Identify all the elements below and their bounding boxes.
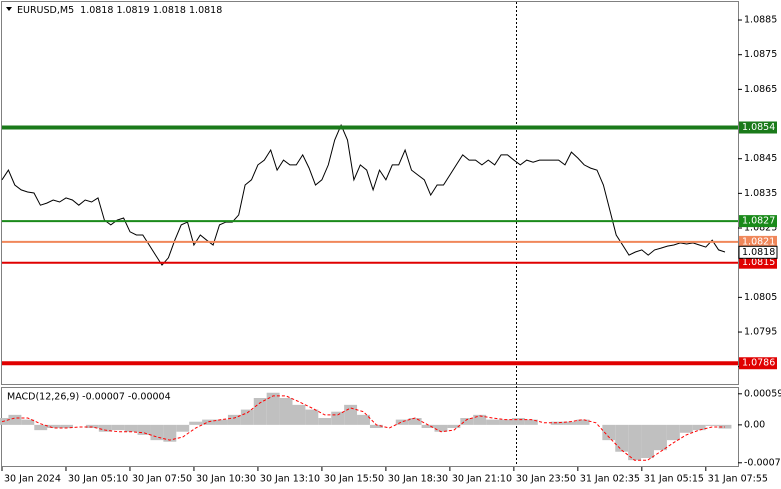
price-tag — [738, 245, 778, 259]
macd-bar — [408, 418, 422, 425]
level-label: 1.0821 — [742, 236, 775, 247]
x-tick-label: 30 Jan 21:10 — [452, 474, 512, 485]
y-tick-label: -0.00072 — [744, 457, 781, 468]
x-tick-label: 30 Jan 07:50 — [132, 474, 192, 485]
x-tick-label: 31 Jan 02:35 — [580, 474, 640, 485]
macd-bar — [279, 398, 293, 425]
macd-bar — [602, 424, 616, 441]
macd-bar — [705, 424, 719, 426]
y-tick-label: 1.0885 — [744, 15, 777, 26]
level-tag — [739, 215, 777, 228]
y-tick-label: 1.0865 — [744, 84, 777, 95]
price-panel — [1, 1, 739, 385]
signal-line — [1, 395, 725, 461]
y-tick-label: 1.0875 — [744, 49, 777, 60]
macd-bar — [215, 419, 228, 425]
macd-bar — [666, 424, 680, 441]
y-tick-label: 1.0835 — [744, 188, 777, 199]
macd-bar — [253, 398, 267, 425]
level-tag — [739, 256, 777, 269]
y-tick-label: 1.0845 — [744, 153, 777, 164]
y-tick-label: 1.0825 — [744, 223, 777, 234]
macd-bar — [292, 404, 306, 425]
macd-bar — [679, 424, 693, 433]
macd-bar — [227, 414, 241, 425]
macd-bar — [460, 418, 474, 425]
macd-bar — [357, 414, 370, 425]
macd-bar — [511, 418, 525, 425]
price-line — [1, 123, 726, 266]
macd-bar — [318, 418, 332, 425]
x-tick-label: 30 Jan 23:50 — [516, 474, 576, 485]
macd-bar — [395, 419, 409, 425]
macd-title: MACD(12,26,9) -0.00007 -0.00004 — [7, 392, 171, 403]
macd-bar — [524, 419, 538, 425]
macd-bar — [473, 414, 487, 425]
level-tag — [739, 235, 777, 248]
close: 1.0818 — [189, 5, 222, 16]
macd-bar — [653, 424, 667, 451]
macd-bar — [563, 421, 577, 425]
macd-bar — [150, 424, 164, 441]
price-tag-label: 1.0818 — [742, 247, 775, 258]
open: 1.0818 — [80, 5, 113, 16]
x-tick-label: 30 Jan 10:30 — [196, 474, 256, 485]
y-tick-label: 1.0795 — [744, 327, 777, 338]
y-tick-label: 0.00059 — [744, 388, 781, 399]
x-tick-label: 30 Jan 13:10 — [260, 474, 320, 485]
macd-bar — [447, 424, 461, 429]
level-tag — [739, 357, 777, 370]
level-label: 1.0854 — [742, 122, 775, 133]
marks: 1.08851.08751.08651.08451.08351.08251.08… — [0, 15, 781, 485]
macd-bar — [98, 424, 112, 432]
header-arrow — [6, 7, 12, 11]
macd-bar — [615, 424, 629, 452]
symbol: EURUSD,M5 — [17, 5, 74, 16]
macd-bar — [641, 424, 654, 459]
macd-bar — [331, 411, 345, 425]
y-tick-label: 1.0805 — [744, 292, 777, 303]
macd-bar — [266, 392, 280, 425]
macd-bar — [576, 419, 590, 425]
low: 1.0818 — [153, 5, 186, 16]
macd-bar — [344, 404, 358, 425]
macd-bar — [21, 419, 35, 425]
macd-bar — [176, 424, 190, 432]
level-label: 1.0786 — [742, 358, 775, 369]
y-tick-label: 0.00 — [744, 419, 765, 430]
macd-bar — [34, 424, 48, 431]
macd-bar — [550, 421, 564, 425]
macd-bar — [305, 409, 319, 425]
level-label: 1.0815 — [742, 257, 775, 268]
level-tag — [739, 121, 777, 134]
macd-bar — [499, 419, 512, 425]
x-tick-label: 30 Jan 15:50 — [324, 474, 384, 485]
macd-bar — [137, 424, 151, 435]
macd-bar — [47, 424, 61, 429]
macd-bar — [240, 409, 254, 425]
x-tick-label: 30 Jan 18:30 — [388, 474, 448, 485]
x-tick-label: 30 Jan 2024 — [4, 474, 61, 485]
macd-bar — [628, 424, 642, 461]
macd-bar — [111, 424, 125, 431]
chart-header: EURUSD,M5 1.0818 1.0819 1.0818 1.0818 — [17, 5, 222, 16]
macd-bar — [163, 424, 177, 442]
macd-bar — [85, 424, 99, 429]
macd-bar — [189, 421, 203, 425]
macd-bar — [8, 414, 22, 425]
macd-bar — [421, 424, 435, 429]
macd-bar — [60, 424, 74, 429]
macd-bar — [369, 424, 383, 429]
macd-bar — [434, 424, 448, 432]
macd-bar — [124, 424, 138, 432]
macd-bar — [692, 424, 706, 431]
x-tick-label: 31 Jan 07:55 — [708, 474, 768, 485]
macd-bar — [486, 419, 500, 425]
level-label: 1.0827 — [742, 216, 775, 227]
x-tick-label: 31 Jan 05:15 — [644, 474, 704, 485]
high: 1.0819 — [116, 5, 149, 16]
x-tick-label: 30 Jan 05:10 — [68, 474, 128, 485]
